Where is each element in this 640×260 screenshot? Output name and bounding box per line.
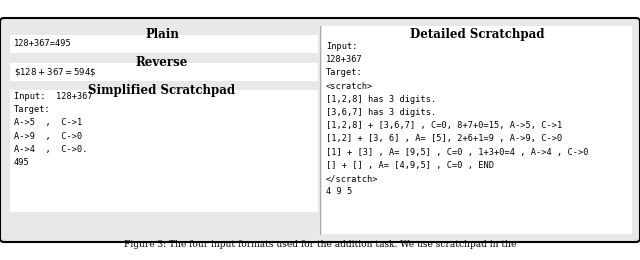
Text: Plain: Plain (145, 28, 179, 41)
Bar (10, 63, 318, 81)
Bar (8, 26, 318, 234)
Text: Simplified Scratchpad: Simplified Scratchpad (88, 84, 236, 97)
Text: Detailed Scratchpad: Detailed Scratchpad (410, 28, 544, 41)
Text: Figure 3: The four input formats used for the addition task. We use scratchpad i: Figure 3: The four input formats used fo… (124, 240, 516, 249)
Text: Input:  128+367
Target:
A->5  ,  C->1
A->9  ,  C->0
A->4  ,  C->0.
495: Input: 128+367 Target: A->5 , C->1 A->9 … (14, 92, 93, 167)
Text: 128+367=495: 128+367=495 (14, 40, 72, 49)
Bar (10, 35, 318, 53)
FancyBboxPatch shape (0, 18, 640, 242)
Text: Reverse: Reverse (136, 56, 188, 69)
Bar (322, 26, 632, 234)
Text: Input:
128+367
Target:
<scratch>
[1,2,8] has 3 digits.
[3,6,7] has 3 digits.
[1,: Input: 128+367 Target: <scratch> [1,2,8]… (326, 42, 589, 196)
Text: $\$128+367=594\$$: $\$128+367=594\$$ (14, 66, 97, 78)
Bar (10, 90, 318, 212)
